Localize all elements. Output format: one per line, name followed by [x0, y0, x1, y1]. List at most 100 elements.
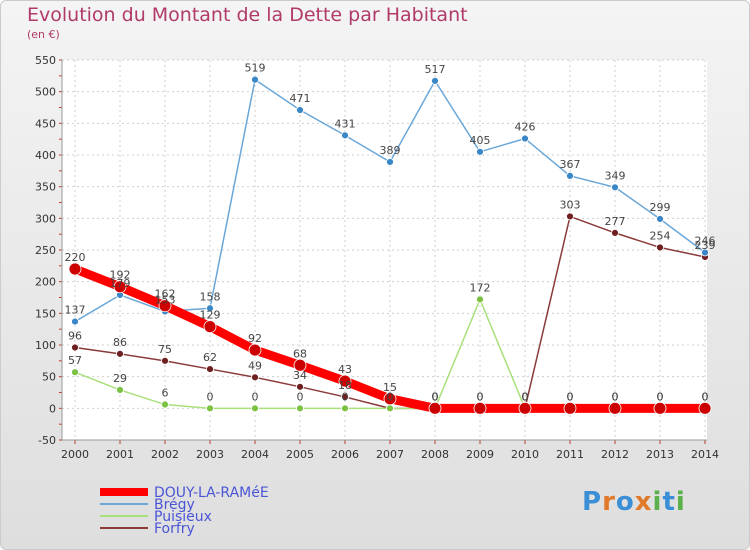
- x-tick-label: 2007: [376, 448, 404, 461]
- data-label: 34: [293, 369, 307, 382]
- data-point: [161, 356, 169, 365]
- legend-label: Puisieux: [154, 509, 212, 525]
- plot-area: [62, 60, 707, 440]
- data-point: [518, 401, 532, 415]
- data-label: 18: [338, 379, 352, 392]
- data-label: 0: [522, 390, 529, 403]
- x-tick-label: 2013: [646, 448, 674, 461]
- chart-title: Evolution du Montant de la Dette par Hab…: [27, 4, 468, 26]
- data-point: [566, 171, 574, 180]
- y-tick-label: 250: [35, 244, 56, 257]
- x-tick-label: 2014: [691, 448, 719, 461]
- data-label: 0: [702, 390, 709, 403]
- data-label: 367: [560, 158, 581, 171]
- data-point: [653, 401, 667, 415]
- data-label: 220: [65, 251, 86, 264]
- data-label: 277: [605, 215, 626, 228]
- y-tick-label: 0: [49, 402, 56, 415]
- data-label: 0: [432, 390, 439, 403]
- data-label: 96: [68, 330, 82, 343]
- x-tick-label: 2001: [106, 448, 134, 461]
- data-point: [656, 215, 664, 223]
- series-group: [68, 75, 712, 415]
- chart-unit: (en €): [27, 28, 60, 41]
- data-point: [161, 400, 169, 409]
- data-label: 254: [650, 229, 671, 242]
- data-point: [608, 401, 622, 415]
- y-tick-label: 500: [35, 86, 56, 99]
- data-label: 172: [470, 281, 491, 294]
- data-label: 192: [110, 269, 131, 282]
- data-label: 0: [252, 390, 259, 403]
- x-tick-label: 2002: [151, 448, 179, 461]
- data-label: 0: [477, 390, 484, 403]
- data-point: [206, 404, 214, 413]
- data-label: 129: [200, 309, 221, 322]
- data-point: [71, 343, 79, 352]
- data-point: [383, 392, 397, 406]
- y-tick-label: 450: [35, 117, 56, 130]
- y-tick-label: 300: [35, 212, 56, 225]
- data-point: [68, 262, 82, 276]
- data-point: [338, 374, 352, 388]
- data-label: 57: [68, 354, 82, 367]
- data-label: 0: [477, 390, 484, 403]
- data-point: [341, 131, 349, 140]
- data-label: 471: [290, 92, 311, 105]
- data-label: 6: [162, 387, 169, 400]
- data-point: [698, 401, 712, 415]
- data-point: [476, 147, 484, 156]
- data-label: 0: [702, 390, 709, 403]
- x-tick-label: 2006: [331, 448, 359, 461]
- data-point: [251, 373, 259, 382]
- data-point: [71, 368, 79, 377]
- x-tick-label: 2012: [601, 448, 629, 461]
- data-label: 519: [245, 62, 266, 75]
- data-label: 0: [567, 390, 574, 403]
- data-label: 303: [560, 198, 581, 211]
- data-point: [611, 183, 619, 192]
- data-point: [431, 77, 439, 85]
- data-label: 92: [248, 332, 262, 345]
- data-label: 29: [113, 372, 127, 385]
- data-label: 0: [297, 390, 304, 403]
- data-label: 62: [203, 351, 217, 364]
- data-point: [296, 382, 304, 391]
- data-label: 0: [657, 390, 664, 403]
- data-label: 389: [380, 144, 401, 157]
- data-point: [248, 343, 262, 357]
- data-label: 49: [248, 359, 262, 372]
- data-point: [566, 212, 574, 221]
- data-label: 0: [207, 390, 214, 403]
- data-label: 75: [158, 343, 172, 356]
- data-label: 0: [522, 390, 529, 403]
- data-point: [473, 401, 487, 415]
- data-point: [521, 134, 529, 143]
- data-point: [251, 404, 259, 413]
- y-tick-label: 50: [42, 371, 56, 384]
- data-label: 0: [432, 390, 439, 403]
- x-tick-label: 2004: [241, 448, 269, 461]
- data-point: [296, 404, 304, 413]
- data-label: 86: [113, 336, 127, 349]
- y-tick-label: 100: [35, 339, 56, 352]
- data-label: 0: [567, 390, 574, 403]
- data-point: [563, 401, 577, 415]
- data-label: 431: [335, 117, 356, 130]
- y-tick-label: -50: [38, 434, 56, 447]
- data-label: 246: [695, 235, 716, 248]
- data-label: 137: [65, 304, 86, 317]
- data-label: 15: [383, 381, 397, 394]
- data-point: [116, 386, 124, 394]
- data-label: 158: [200, 290, 221, 303]
- x-tick-label: 2011: [556, 448, 584, 461]
- data-point: [158, 299, 172, 313]
- proxiti-logo: Proxiti: [582, 487, 686, 517]
- data-label: 0: [522, 390, 529, 403]
- x-tick-label: 2003: [196, 448, 224, 461]
- data-label: 0: [387, 390, 394, 403]
- axes: -500501001502002503003504004505005502000…: [35, 54, 719, 461]
